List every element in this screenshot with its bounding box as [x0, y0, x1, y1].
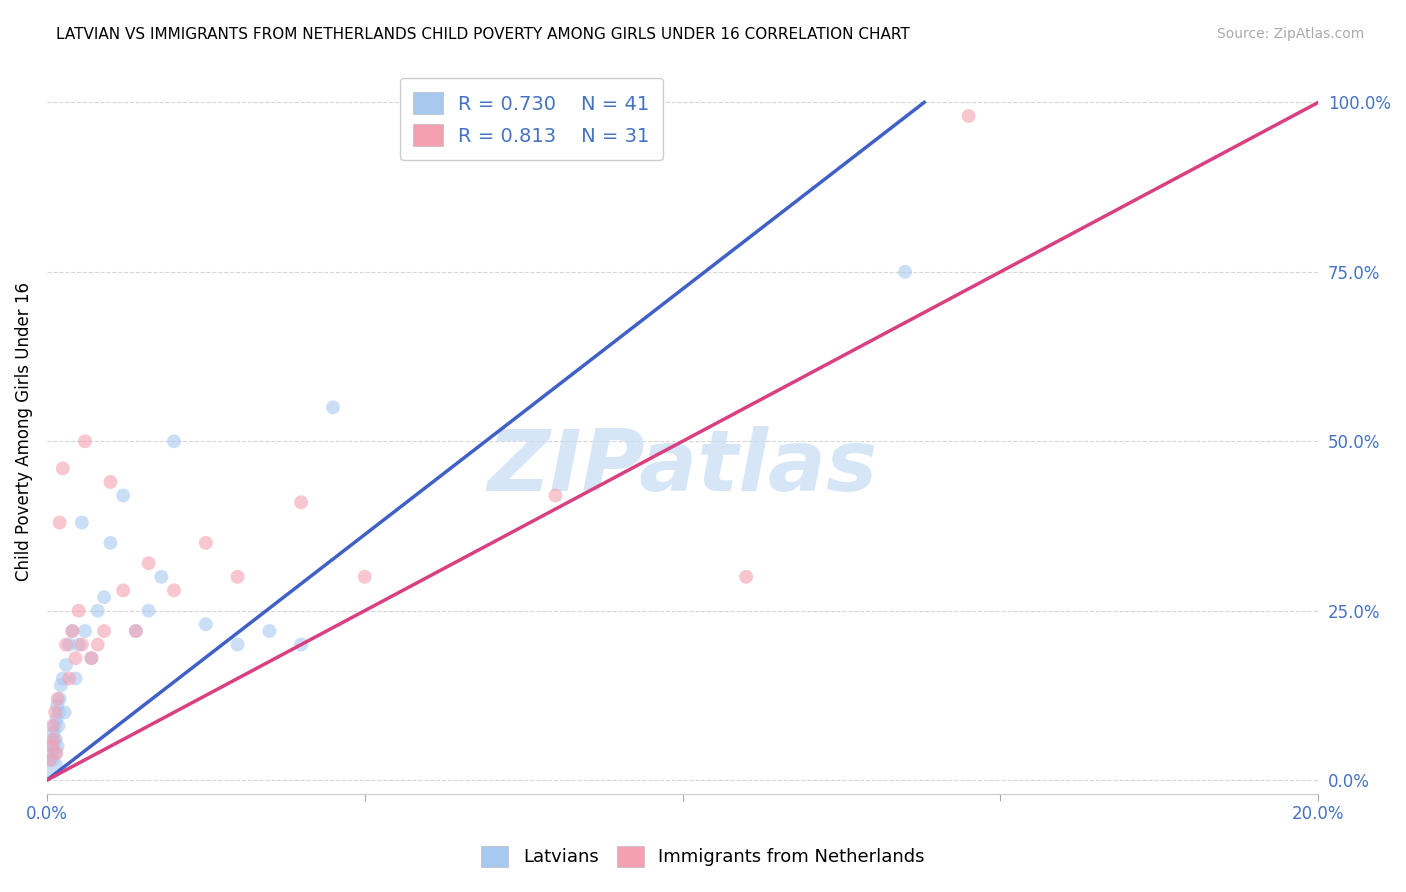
Point [93, 590, 115, 604]
Point [53, 706, 76, 720]
Point [194, 617, 217, 632]
Point [39, 753, 62, 767]
Point [41, 753, 63, 767]
Point [52, 461, 75, 475]
Point [52, 672, 75, 686]
Point [544, 488, 567, 502]
Point [290, 638, 312, 652]
Point [58, 672, 80, 686]
Point [163, 434, 186, 449]
Text: LATVIAN VS IMMIGRANTS FROM NETHERLANDS CHILD POVERTY AMONG GIRLS UNDER 16 CORREL: LATVIAN VS IMMIGRANTS FROM NETHERLANDS C… [56, 27, 910, 42]
Point [45, 732, 67, 747]
Point [80, 651, 103, 665]
Text: Source: ZipAtlas.com: Source: ZipAtlas.com [1216, 27, 1364, 41]
Point [957, 109, 980, 123]
Point [894, 265, 917, 279]
Point [41, 719, 63, 733]
Legend: R = 0.730    N = 41, R = 0.813    N = 31: R = 0.730 N = 41, R = 0.813 N = 31 [399, 78, 664, 160]
Point [46, 719, 69, 733]
Point [226, 638, 249, 652]
Point [44, 746, 66, 760]
Point [48, 516, 70, 530]
Point [322, 401, 344, 415]
Point [73, 624, 96, 638]
Point [138, 556, 160, 570]
Point [73, 434, 96, 449]
Point [194, 536, 217, 550]
Point [67, 638, 90, 652]
Point [100, 475, 122, 489]
Point [41, 739, 63, 754]
Point [39, 759, 62, 773]
Point [65, 651, 87, 665]
Point [87, 638, 110, 652]
Point [49, 678, 72, 692]
Point [55, 657, 77, 672]
Point [226, 570, 249, 584]
Point [42, 739, 65, 754]
Point [42, 732, 65, 747]
Point [112, 488, 135, 502]
Point [48, 691, 70, 706]
Point [125, 624, 148, 638]
Point [46, 698, 69, 713]
Point [112, 583, 135, 598]
Point [80, 651, 103, 665]
Point [163, 583, 186, 598]
Point [290, 495, 312, 509]
Text: ZIPatlas: ZIPatlas [488, 425, 877, 508]
Point [67, 604, 90, 618]
Point [46, 691, 69, 706]
Point [45, 746, 67, 760]
Point [100, 536, 122, 550]
Point [48, 706, 70, 720]
Point [60, 624, 83, 638]
Point [353, 570, 375, 584]
Point [55, 638, 77, 652]
Point [46, 739, 69, 754]
Point [93, 624, 115, 638]
Point [44, 719, 66, 733]
Point [41, 746, 63, 760]
Point [640, 95, 662, 110]
Point [259, 624, 281, 638]
Point [60, 624, 83, 638]
Point [735, 570, 758, 584]
Point [44, 706, 66, 720]
Point [65, 672, 87, 686]
Point [45, 712, 67, 726]
Point [42, 725, 65, 739]
Point [70, 516, 93, 530]
Y-axis label: Child Poverty Among Girls Under 16: Child Poverty Among Girls Under 16 [15, 282, 32, 581]
Point [70, 638, 93, 652]
Point [41, 732, 63, 747]
Point [138, 604, 160, 618]
Point [87, 604, 110, 618]
Point [150, 570, 173, 584]
Point [125, 624, 148, 638]
Legend: Latvians, Immigrants from Netherlands: Latvians, Immigrants from Netherlands [474, 838, 932, 874]
Point [58, 638, 80, 652]
